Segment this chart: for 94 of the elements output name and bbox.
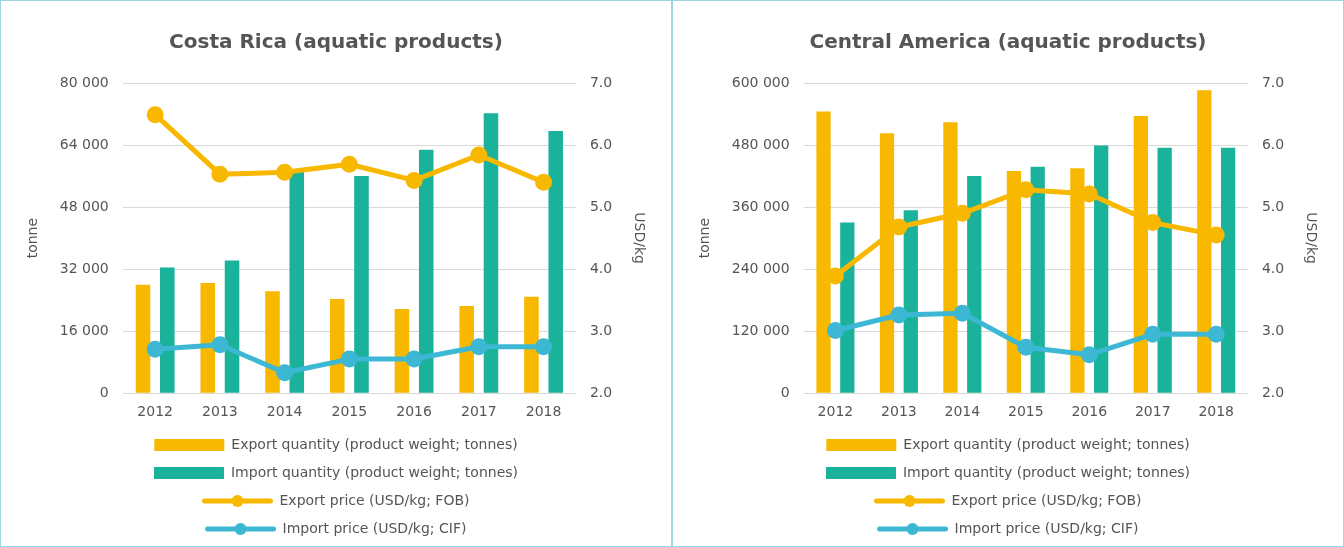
x-tick-label: 2012 xyxy=(817,403,854,420)
point xyxy=(1080,346,1098,364)
y2-tick-label: 3.0 xyxy=(589,321,613,338)
y2-tick-label: 6.0 xyxy=(1261,135,1285,152)
bar xyxy=(1157,147,1172,393)
y2-axis-title: USD/kg xyxy=(1303,212,1320,264)
y2-tick-label: 5.0 xyxy=(589,197,613,214)
point xyxy=(211,165,229,183)
bar xyxy=(1030,166,1045,393)
bar xyxy=(459,305,474,393)
y2-tick-label: 5.0 xyxy=(1261,197,1285,214)
y-tick-label: 600 000 xyxy=(731,73,790,90)
y-axis-title: tonne xyxy=(696,217,713,259)
y-tick-label: 64 000 xyxy=(59,135,109,152)
bar xyxy=(329,298,345,393)
bar xyxy=(483,113,499,393)
point xyxy=(211,336,229,354)
legend-label: Import price (USD/kg; CIF) xyxy=(954,519,1139,536)
y-axis-title: tonne xyxy=(24,217,41,259)
y2-axis-title: USD/kg xyxy=(631,212,648,264)
y2-tick-label: 6.0 xyxy=(589,135,613,152)
point xyxy=(953,304,971,322)
legend-label: Export price (USD/kg; FOB) xyxy=(951,491,1142,508)
bar xyxy=(200,283,216,393)
y2-tick-label: 2.0 xyxy=(1261,383,1285,400)
point xyxy=(890,306,908,324)
point xyxy=(276,163,294,181)
y2-tick-label: 7.0 xyxy=(589,73,613,90)
legend-label: Export price (USD/kg; FOB) xyxy=(279,491,470,508)
bar xyxy=(967,176,982,393)
y-tick-label: 80 000 xyxy=(59,73,109,90)
legend-label: Import quantity (product weight; tonnes) xyxy=(902,463,1191,480)
y-tick-label: 16 000 xyxy=(59,321,109,338)
bar xyxy=(135,284,151,393)
point xyxy=(276,364,294,382)
bar xyxy=(160,267,175,393)
x-tick-label: 2015 xyxy=(1007,403,1044,420)
legend-label: Import price (USD/kg; CIF) xyxy=(282,519,467,536)
point xyxy=(1017,338,1035,356)
legend-label: Export quantity (product weight; tonnes) xyxy=(231,435,518,452)
x-tick-label: 2014 xyxy=(944,403,981,420)
x-tick-label: 2016 xyxy=(1071,403,1108,420)
x-tick-label: 2015 xyxy=(331,403,368,420)
point xyxy=(1207,325,1225,343)
x-tick-label: 2018 xyxy=(1198,403,1235,420)
y2-tick-label: 4.0 xyxy=(589,259,613,276)
chart-title: Central America (aquatic products) xyxy=(809,29,1207,54)
y-tick-label: 32 000 xyxy=(59,259,109,276)
bar xyxy=(1094,145,1109,393)
x-tick-label: 2018 xyxy=(525,403,562,420)
y-tick-label: 480 000 xyxy=(731,135,790,152)
legend-label: Import quantity (product weight; tonnes) xyxy=(230,463,519,480)
bar xyxy=(224,260,240,393)
point xyxy=(146,106,164,124)
x-tick-label: 2013 xyxy=(202,403,238,420)
y2-tick-label: 2.0 xyxy=(589,383,613,400)
bar xyxy=(524,296,539,393)
point xyxy=(826,322,844,340)
y2-tick-label: 7.0 xyxy=(1261,73,1285,90)
point xyxy=(1144,325,1162,343)
y2-tick-label: 3.0 xyxy=(1261,321,1285,338)
chart-title: Costa Rica (aquatic products) xyxy=(169,29,503,54)
y-tick-label: 48 000 xyxy=(59,197,109,214)
point xyxy=(340,155,358,173)
legend-label: Export quantity (product weight; tonnes) xyxy=(903,435,1190,452)
y-tick-label: 360 000 xyxy=(731,197,790,214)
point xyxy=(340,350,358,368)
y-tick-label: 240 000 xyxy=(731,259,790,276)
bar xyxy=(1220,147,1236,393)
point xyxy=(470,338,488,356)
bar xyxy=(840,222,855,393)
x-tick-label: 2014 xyxy=(266,403,303,420)
point xyxy=(405,350,423,368)
point xyxy=(535,338,553,356)
x-tick-label: 2013 xyxy=(881,403,917,420)
bar xyxy=(354,176,369,393)
bar xyxy=(265,291,280,393)
y-tick-label: 0 xyxy=(780,383,790,400)
bar xyxy=(289,171,305,393)
bar xyxy=(548,131,563,393)
y2-tick-label: 4.0 xyxy=(1261,259,1285,276)
y-tick-label: 120 000 xyxy=(731,321,790,338)
bar xyxy=(394,309,410,393)
point xyxy=(470,146,488,164)
x-tick-label: 2017 xyxy=(461,403,497,420)
bar xyxy=(418,149,434,393)
x-tick-label: 2012 xyxy=(137,403,173,420)
x-tick-label: 2017 xyxy=(1134,403,1171,420)
y-tick-label: 0 xyxy=(99,383,109,400)
point xyxy=(146,340,164,358)
point xyxy=(405,171,423,189)
bar xyxy=(903,210,918,393)
x-tick-label: 2016 xyxy=(396,403,432,420)
point xyxy=(535,173,553,191)
